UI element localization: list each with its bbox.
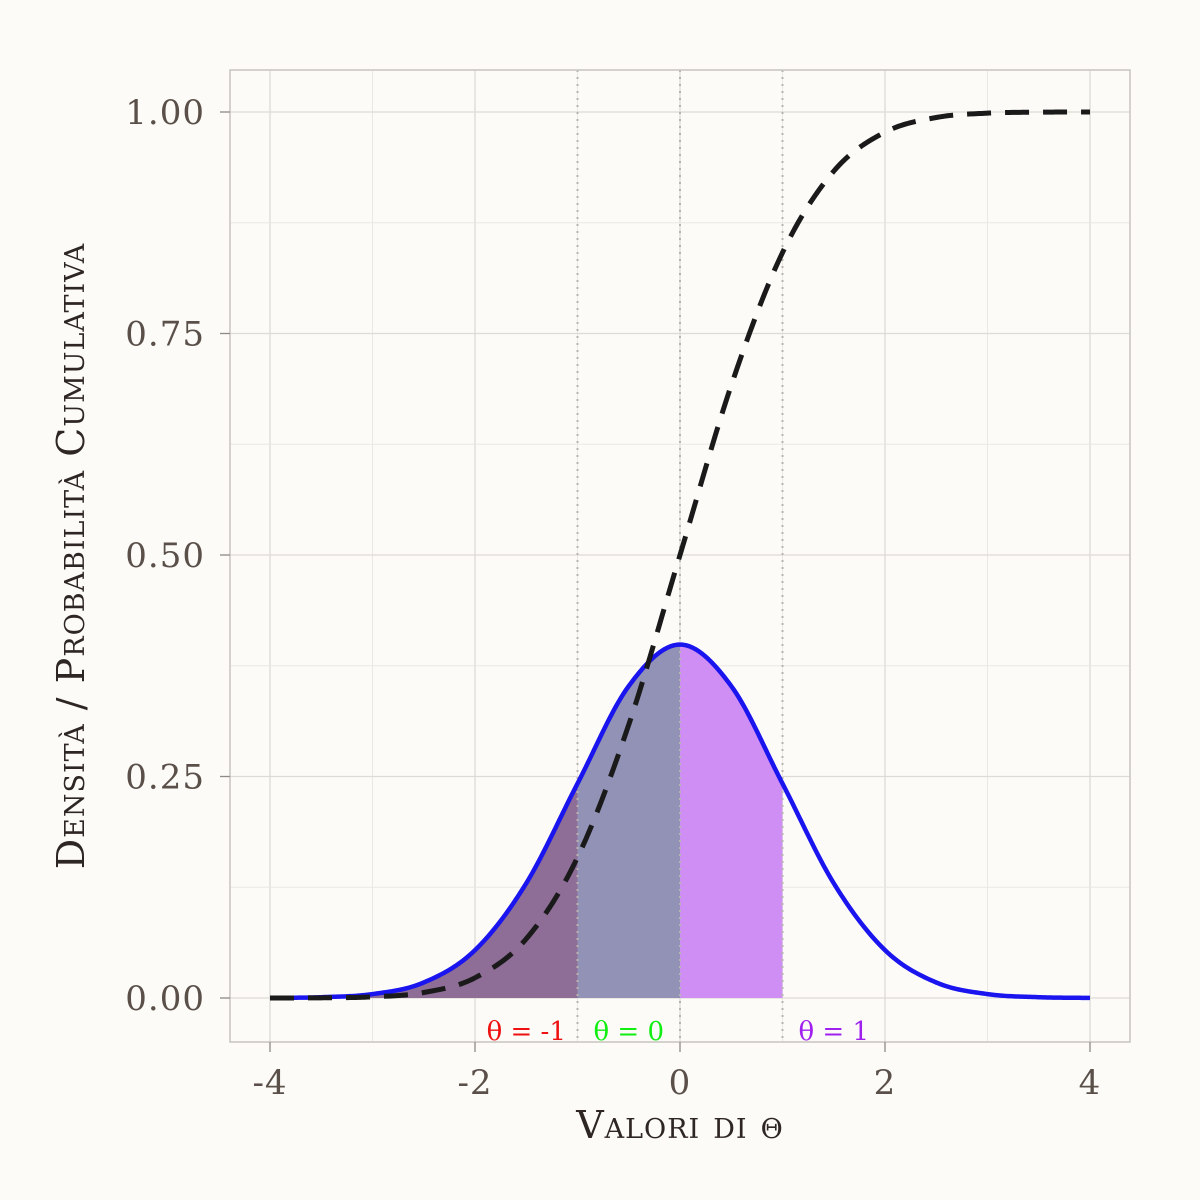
region-labels: θ = -1 θ = 0 θ = 1 [487,1017,869,1047]
reference-lines [576,70,784,1042]
cumulative-line [269,109,1091,1001]
shaded-region [270,783,578,998]
region-label: θ = 1 [798,1017,869,1047]
density-line [269,642,1091,1001]
x-tick-label: -4 [252,1063,287,1103]
y-tick-label: 0.00 [125,979,205,1019]
x-axis-title: Valori di θ [575,1103,784,1147]
x-tick-label: 4 [1079,1063,1102,1103]
y-axis-ticks: 0.00 0.25 0.50 0.75 1.00 [125,93,230,1019]
y-tick-label: 0.50 [125,536,205,576]
y-tick-label: 0.25 [125,758,205,798]
y-axis-title: Densità / Probabilità Cumulativa [49,243,93,870]
region-label: θ = -1 [487,1017,566,1047]
x-tick-label: 0 [669,1063,692,1103]
region-label: θ = 0 [593,1017,664,1047]
x-tick-label: -2 [457,1063,492,1103]
y-tick-label: 0.75 [125,315,205,355]
x-axis-ticks: -4 -2 0 2 4 [252,1042,1102,1103]
series-lines [269,109,1091,1001]
y-tick-label: 1.00 [125,93,205,133]
x-tick-label: 2 [874,1063,897,1103]
